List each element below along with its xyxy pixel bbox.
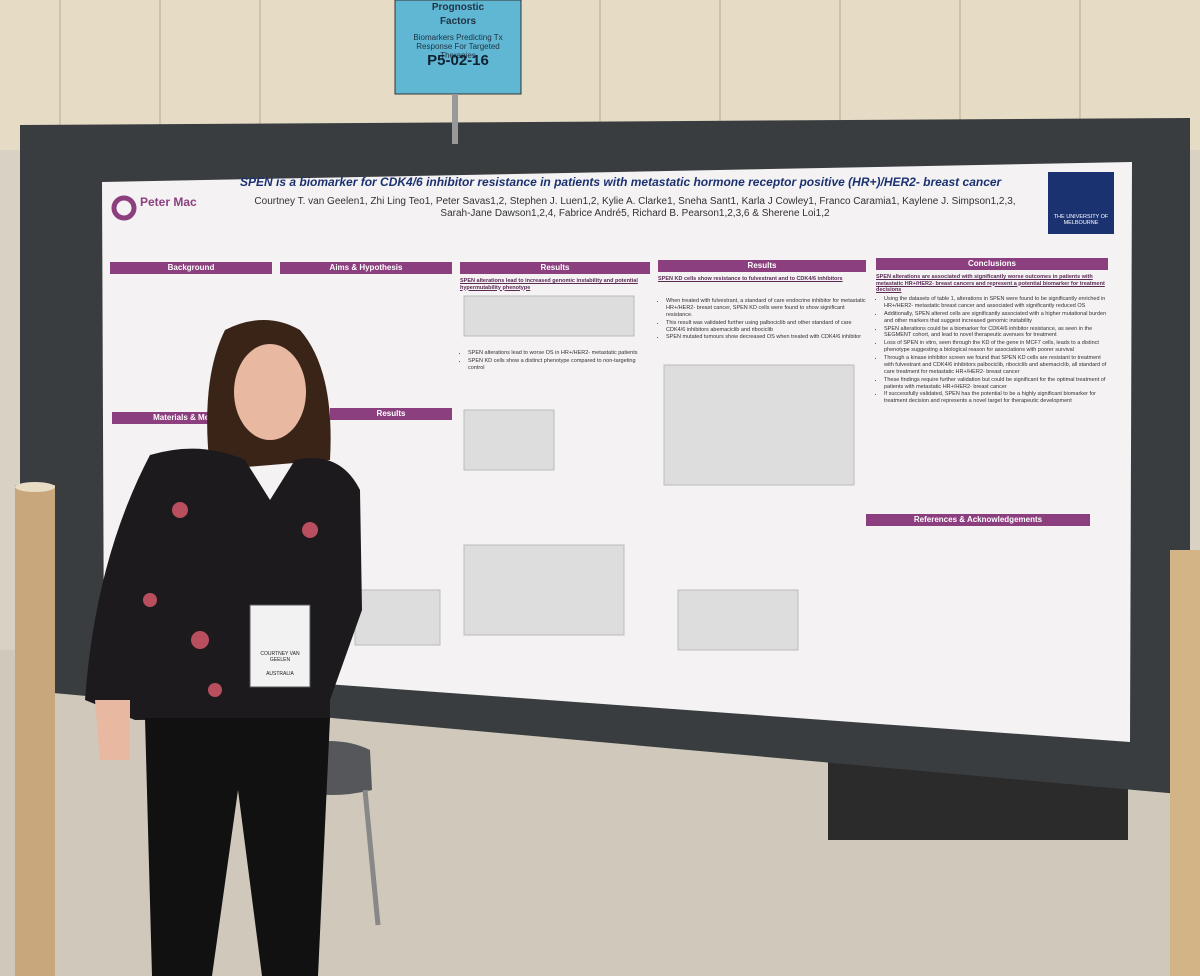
bullet: SPEN alterations could be a biomarker fo…	[884, 326, 1108, 340]
sign-line: Prognostic	[431, 2, 485, 13]
bullet: Additionally, SPEN altered cells are sig…	[884, 311, 1108, 325]
bullet: SPEN KD cells show a distinct phenotype …	[468, 358, 650, 372]
bullet: When treated with fulvestrant, a standar…	[666, 298, 866, 319]
bullet: Through a kinase inhibitor screen we fou…	[884, 355, 1108, 376]
bullet: Loss of SPEN in vitro, seen through the …	[884, 340, 1108, 354]
bullet: This result was validated further using …	[666, 320, 866, 334]
section-heading: Results	[330, 408, 452, 420]
sign-code: P5-02-16	[427, 52, 489, 69]
section-heading: Background	[110, 262, 272, 274]
section-heading: Aims & Hypothesis	[280, 262, 452, 274]
logo-text: THE UNIVERSITY OF MELBOURNE	[1053, 214, 1109, 227]
bullet-list: SPEN alterations lead to worse OS in HR+…	[460, 350, 650, 373]
section-heading: Results	[658, 260, 866, 272]
bullet-list: Using the datasets of table 1, alteratio…	[876, 296, 1108, 406]
bullet-list: When treated with fulvestrant, a standar…	[658, 298, 866, 342]
sign-stand	[452, 94, 458, 144]
sign-card	[394, 0, 522, 95]
section-subheading: SPEN alterations are associated with sig…	[876, 274, 1105, 294]
person	[85, 320, 362, 976]
badge-country: AUSTRALIA	[266, 671, 294, 677]
bullet: SPEN mutated tumours show decreased OS w…	[666, 334, 866, 341]
poster-figures	[354, 295, 855, 651]
bullet: Using the datasets of table 1, alteratio…	[884, 296, 1108, 310]
bullet: SPEN alterations lead to worse OS in HR+…	[468, 350, 650, 357]
section-heading: References & Acknowledgements	[866, 514, 1090, 526]
poster-tube	[15, 485, 55, 976]
poster-authors: Courtney T. van Geelen1, Zhi Ling Teo1, …	[254, 196, 1016, 219]
sign-subtitle: Biomarkers Predicting Tx Response For Ta…	[413, 33, 503, 61]
melbourne-logo	[1048, 172, 1114, 234]
poster-title: SPEN is a biomarker for CDK4/6 inhibitor…	[240, 175, 1002, 189]
bullet: These findings require further validatio…	[884, 377, 1108, 391]
badge-name: COURTNEY VAN GEELEN	[260, 651, 300, 663]
section-heading: Conclusions	[876, 258, 1108, 270]
petermac-logo	[111, 195, 137, 221]
section-subheading: SPEN alterations lead to increased genom…	[460, 278, 638, 291]
poster-tube	[1170, 550, 1200, 976]
section-heading: Results	[460, 262, 650, 274]
section-subheading: SPEN KD cells show resistance to fulvest…	[658, 276, 843, 282]
logo-text: Peter Mac	[140, 195, 197, 209]
tube-cap	[15, 482, 55, 492]
bullet: If successfully validated, SPEN has the …	[884, 391, 1108, 405]
sign-line: Factors	[439, 16, 477, 27]
